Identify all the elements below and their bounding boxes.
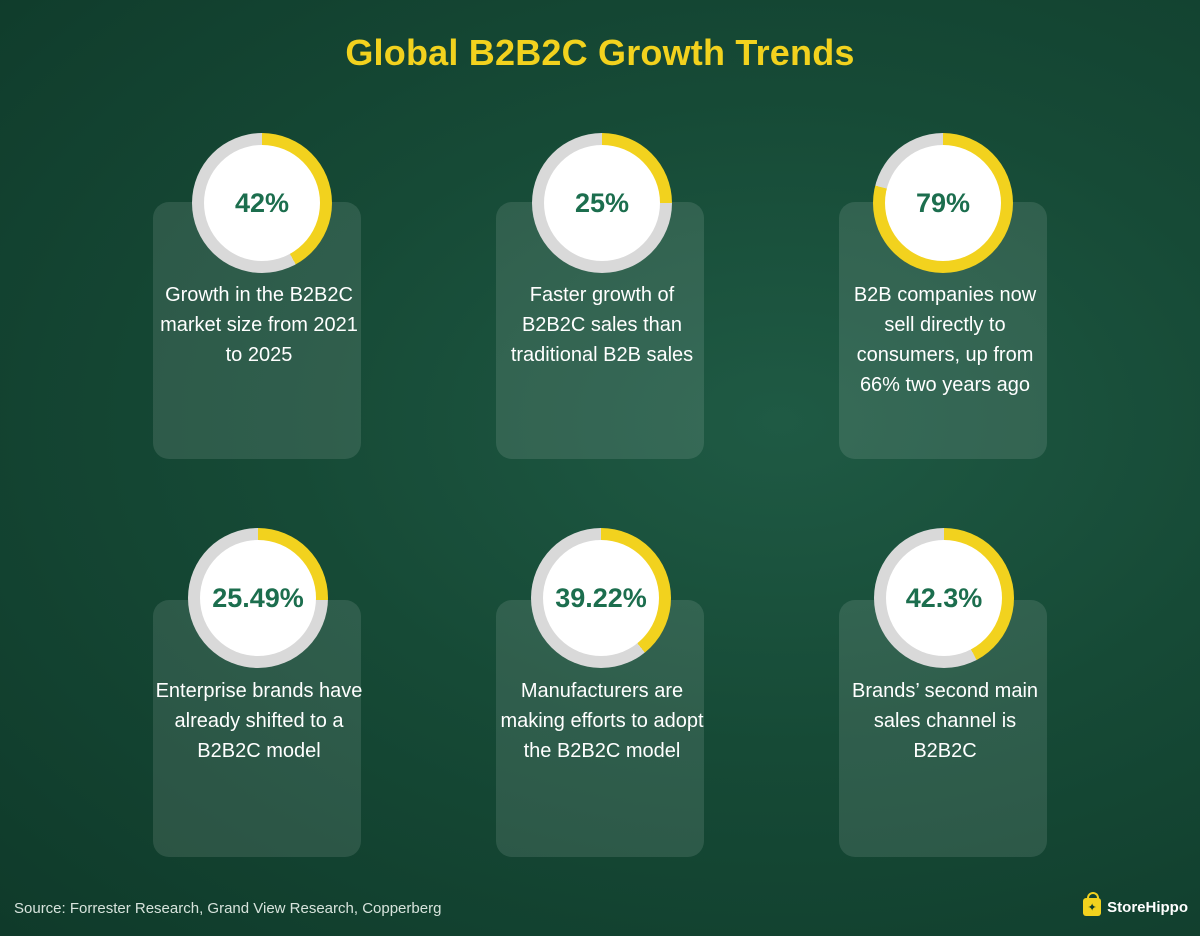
progress-ring: 25% bbox=[532, 133, 672, 273]
stat-description: Manufacturers are making efforts to adop… bbox=[500, 680, 704, 762]
stat-description: Brands’ second main sales channel is B2B… bbox=[851, 680, 1039, 762]
progress-ring: 42.3% bbox=[874, 528, 1014, 668]
shopping-bag-icon: ✦ bbox=[1083, 892, 1102, 916]
stat-description: Faster growth of B2B2C sales than tradit… bbox=[510, 284, 694, 366]
stat-value: 42.3% bbox=[905, 582, 983, 613]
stat-description: Enterprise brands have already shifted t… bbox=[155, 680, 363, 762]
stat-value: 25.49% bbox=[212, 582, 304, 613]
progress-ring: 79% bbox=[873, 133, 1013, 273]
progress-ring: 42% bbox=[192, 133, 332, 273]
page-title: Global B2B2C Growth Trends bbox=[345, 32, 855, 73]
stat-value: 79% bbox=[915, 187, 971, 218]
stat-value: 39.22% bbox=[555, 582, 647, 613]
stat-description: Growth in the B2B2C market size from 202… bbox=[160, 284, 358, 366]
source-note: Source: Forrester Research, Grand View R… bbox=[14, 900, 442, 917]
progress-ring: 39.22% bbox=[531, 528, 671, 668]
stat-value: 25% bbox=[574, 187, 630, 218]
progress-ring: 25.49% bbox=[188, 528, 328, 668]
brand-name: StoreHippo bbox=[1107, 898, 1188, 916]
stat-description: B2B companies now sell directly to consu… bbox=[853, 284, 1037, 396]
brand-logo: ✦ StoreHippo bbox=[1083, 892, 1188, 916]
stat-value: 42% bbox=[234, 187, 290, 218]
